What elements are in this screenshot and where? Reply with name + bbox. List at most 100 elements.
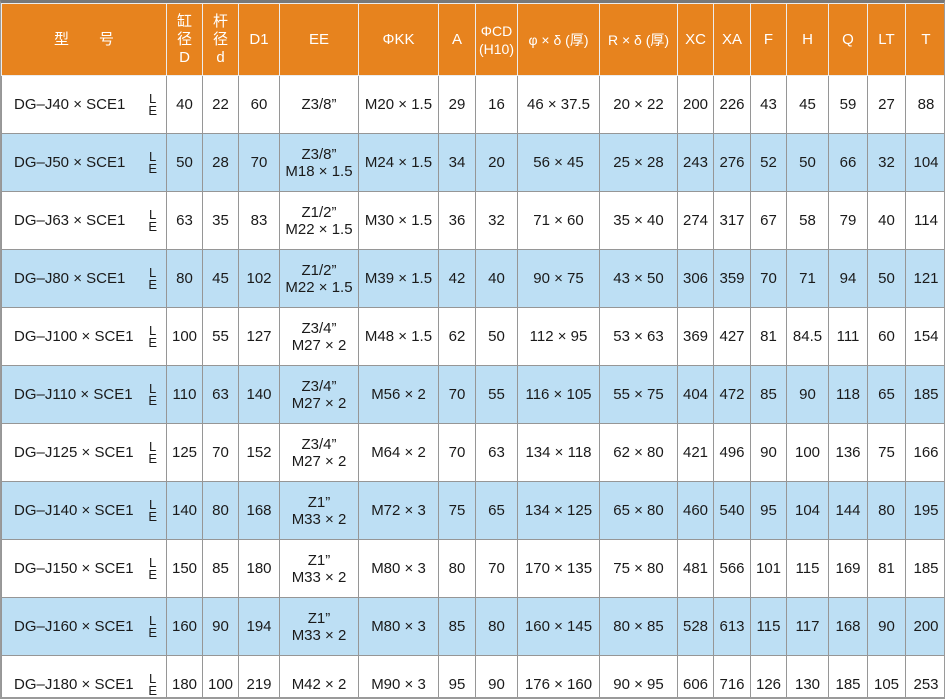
col-header-t: T (905, 3, 944, 76)
cell-t: 185 (905, 539, 944, 598)
cell-f: 101 (750, 539, 787, 598)
cell-h: 130 (786, 655, 829, 697)
cell-h: 84.5 (786, 307, 829, 366)
cell-f: 126 (750, 655, 787, 697)
col-header-kk: ΦKK (358, 3, 439, 76)
model-cell: DG–J160 × SCE1 L E (1, 597, 167, 656)
cell-bore_d: 160 (166, 597, 203, 656)
model-wrap: DG–J63 × SCE1 L E (3, 207, 166, 234)
cell-lt: 90 (867, 597, 906, 656)
table-row: DG–J160 × SCE1 L E 160 90 194 Z1” M33 × … (1, 597, 944, 656)
model-text: DG–J140 × SCE1 (14, 502, 134, 519)
cell-xc: 404 (677, 365, 714, 424)
cell-phi_delta: 176 × 160 (517, 655, 600, 697)
cell-kk: M64 × 2 (358, 423, 439, 482)
col-header-f: F (750, 3, 787, 76)
model-text: DG–J40 × SCE1 (14, 96, 126, 113)
cell-ee: Z1/2” M22 × 1.5 (279, 249, 359, 308)
cell-f: 70 (750, 249, 787, 308)
cell-ee: Z3/8” (279, 75, 359, 134)
model-wrap: DG–J140 × SCE1 L E (3, 498, 166, 523)
cell-h: 115 (786, 539, 829, 598)
variant-stack: L E (148, 91, 157, 118)
cell-q: 185 (828, 655, 868, 697)
model-cell: DG–J110 × SCE1 L E (1, 365, 167, 424)
cell-h: 104 (786, 481, 829, 540)
table-row: DG–J150 × SCE1 L E 150 85 180 Z1” M33 × … (1, 539, 944, 598)
cell-xa: 472 (713, 365, 751, 424)
cell-f: 90 (750, 423, 787, 482)
cell-kk: M90 × 3 (358, 655, 439, 697)
cell-xc: 243 (677, 133, 714, 192)
cell-ee: Z1/2” M22 × 1.5 (279, 191, 359, 250)
model-text: DG–J110 × SCE1 (14, 386, 133, 403)
model-wrap: DG–J110 × SCE1 L E (3, 382, 166, 407)
table-row: DG–J140 × SCE1 L E 140 80 168 Z1” M33 × … (1, 481, 944, 540)
cell-q: 136 (828, 423, 868, 482)
col-header-r-delta: R × δ (厚) (599, 3, 678, 76)
model-cell: DG–J80 × SCE1 L E (1, 249, 167, 308)
cell-bore_d: 63 (166, 191, 203, 250)
cell-bore_d: 180 (166, 655, 203, 697)
cell-a: 62 (438, 307, 476, 366)
cell-kk: M39 × 1.5 (358, 249, 439, 308)
cell-phi_delta: 112 × 95 (517, 307, 600, 366)
model-text: DG–J125 × SCE1 (14, 444, 134, 461)
variant-stack: L E (148, 613, 157, 640)
variant-stack: L E (148, 207, 157, 234)
cell-rod_d: 28 (202, 133, 239, 192)
variant-stack: L E (148, 671, 157, 698)
cell-rod_d: 70 (202, 423, 239, 482)
cell-r_delta: 75 × 80 (599, 539, 678, 598)
cell-ee: Z1” M33 × 2 (279, 597, 359, 656)
cell-r_delta: 43 × 50 (599, 249, 678, 308)
cell-a: 75 (438, 481, 476, 540)
variant-stack: L E (148, 555, 157, 582)
cell-cd: 40 (475, 249, 518, 308)
cell-d1: 60 (238, 75, 280, 134)
cell-lt: 75 (867, 423, 906, 482)
cell-phi_delta: 170 × 135 (517, 539, 600, 598)
cell-cd: 32 (475, 191, 518, 250)
cell-q: 111 (828, 307, 868, 366)
cell-kk: M20 × 1.5 (358, 75, 439, 134)
cell-ee: Z1” M33 × 2 (279, 539, 359, 598)
table-row: DG–J80 × SCE1 L E 80 45 102 Z1/2” M22 × … (1, 249, 944, 308)
model-cell: DG–J150 × SCE1 L E (1, 539, 167, 598)
model-wrap: DG–J40 × SCE1 L E (3, 91, 166, 118)
cell-t: 88 (905, 75, 944, 134)
cell-f: 43 (750, 75, 787, 134)
cell-bore_d: 50 (166, 133, 203, 192)
col-header-lt: LT (867, 3, 906, 76)
table-header: 型 号 缸 径 D 杆 径 d D1 EE ΦKK A ΦCD (H10) φ … (1, 3, 944, 76)
cell-xc: 274 (677, 191, 714, 250)
cell-kk: M56 × 2 (358, 365, 439, 424)
cell-a: 85 (438, 597, 476, 656)
cell-d1: 152 (238, 423, 280, 482)
cell-rod_d: 22 (202, 75, 239, 134)
cell-lt: 105 (867, 655, 906, 697)
col-header-xa: XA (713, 3, 751, 76)
cell-q: 118 (828, 365, 868, 424)
cell-a: 29 (438, 75, 476, 134)
cell-q: 66 (828, 133, 868, 192)
cell-cd: 70 (475, 539, 518, 598)
model-cell: DG–J50 × SCE1 L E (1, 133, 167, 192)
col-header-model: 型 号 (1, 3, 167, 76)
cell-t: 154 (905, 307, 944, 366)
cell-bore_d: 100 (166, 307, 203, 366)
cell-phi_delta: 46 × 37.5 (517, 75, 600, 134)
cell-xc: 200 (677, 75, 714, 134)
model-cell: DG–J125 × SCE1 L E (1, 423, 167, 482)
table-row: DG–J180 × SCE1 L E 180 100 219 M42 × 2 M… (1, 655, 944, 698)
col-header-rod-d: 杆 径 d (202, 3, 239, 76)
col-header-cd: ΦCD (H10) (475, 3, 518, 76)
cell-f: 85 (750, 365, 787, 424)
model-text: DG–J160 × SCE1 (14, 618, 134, 635)
cell-lt: 32 (867, 133, 906, 192)
cell-ee: Z1” M33 × 2 (279, 481, 359, 540)
cell-r_delta: 20 × 22 (599, 75, 678, 134)
col-header-h: H (786, 3, 829, 76)
cell-d1: 194 (238, 597, 280, 656)
model-cell: DG–J140 × SCE1 L E (1, 481, 167, 540)
